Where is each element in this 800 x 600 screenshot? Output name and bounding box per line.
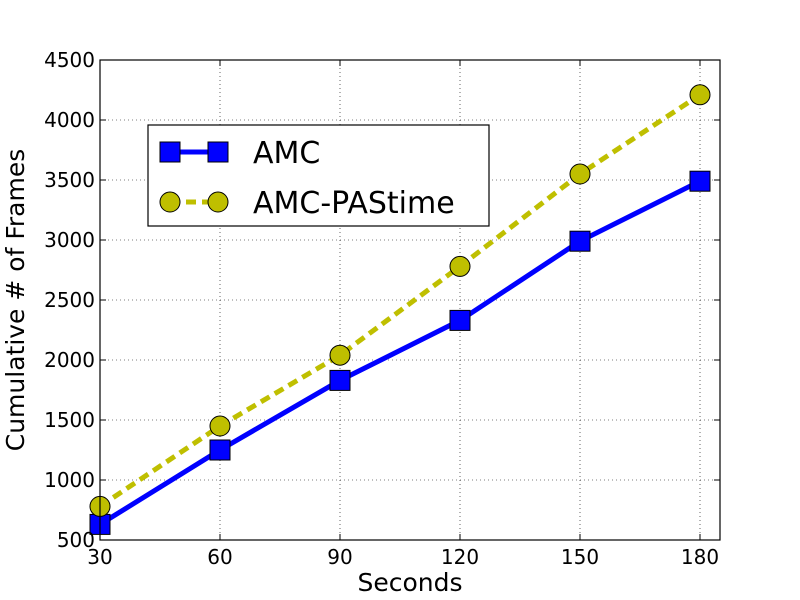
x-tick-label: 60 <box>207 545 232 569</box>
data-point-marker <box>329 344 351 366</box>
data-point-marker <box>569 230 591 252</box>
legend-marker-sample <box>207 141 229 163</box>
data-point-marker <box>329 369 351 391</box>
x-tick-label: 180 <box>681 545 719 569</box>
data-point-marker <box>449 255 471 277</box>
y-tick-label: 2500 <box>44 288 95 312</box>
y-tick-label: 4500 <box>44 48 95 72</box>
data-point-marker <box>449 309 471 331</box>
legend-marker-sample <box>159 141 181 163</box>
legend-marker-sample <box>207 191 229 213</box>
y-tick-label: 3000 <box>44 228 95 252</box>
y-tick-labels: 500 1000 1500 2000 2500 3000 3500 4000 4500 <box>44 48 95 552</box>
legend-label: AMC-PAStime <box>253 186 455 221</box>
x-tick-label: 90 <box>327 545 352 569</box>
legend-entry: AMC <box>159 136 320 171</box>
x-tick-label: 150 <box>561 545 599 569</box>
series-amc-pastime <box>89 84 711 517</box>
x-axis-title: Seconds <box>357 568 462 597</box>
legend: AMC AMC-PAStime <box>147 124 490 227</box>
legend-entry: AMC-PAStime <box>159 186 455 221</box>
y-tick-label: 3500 <box>44 168 95 192</box>
data-point-marker <box>209 439 231 461</box>
series-amc <box>89 170 711 535</box>
x-tick-labels: 30 60 90 120 150 180 <box>87 545 719 569</box>
data-point-marker <box>689 170 711 192</box>
legend-marker-sample <box>159 191 181 213</box>
y-axis-title: Cumulative # of Frames <box>1 149 30 452</box>
series-line <box>98 178 702 527</box>
legend-entries: AMC AMC-PAStime <box>159 136 455 221</box>
y-tick-label: 500 <box>57 528 95 552</box>
y-tick-label: 4000 <box>44 108 95 132</box>
y-tick-label: 1500 <box>44 408 95 432</box>
x-tick-label: 30 <box>87 545 112 569</box>
data-point-marker <box>689 84 711 106</box>
tick-marks <box>99 59 720 541</box>
y-tick-label: 1000 <box>44 468 95 492</box>
x-tick-label: 120 <box>441 545 479 569</box>
data-point-marker <box>209 415 231 437</box>
series-line <box>98 92 702 509</box>
series-group <box>89 84 711 535</box>
data-point-marker <box>569 163 591 185</box>
legend-frame <box>147 124 490 227</box>
y-tick-label: 2000 <box>44 348 95 372</box>
legend-label: AMC <box>253 136 320 171</box>
